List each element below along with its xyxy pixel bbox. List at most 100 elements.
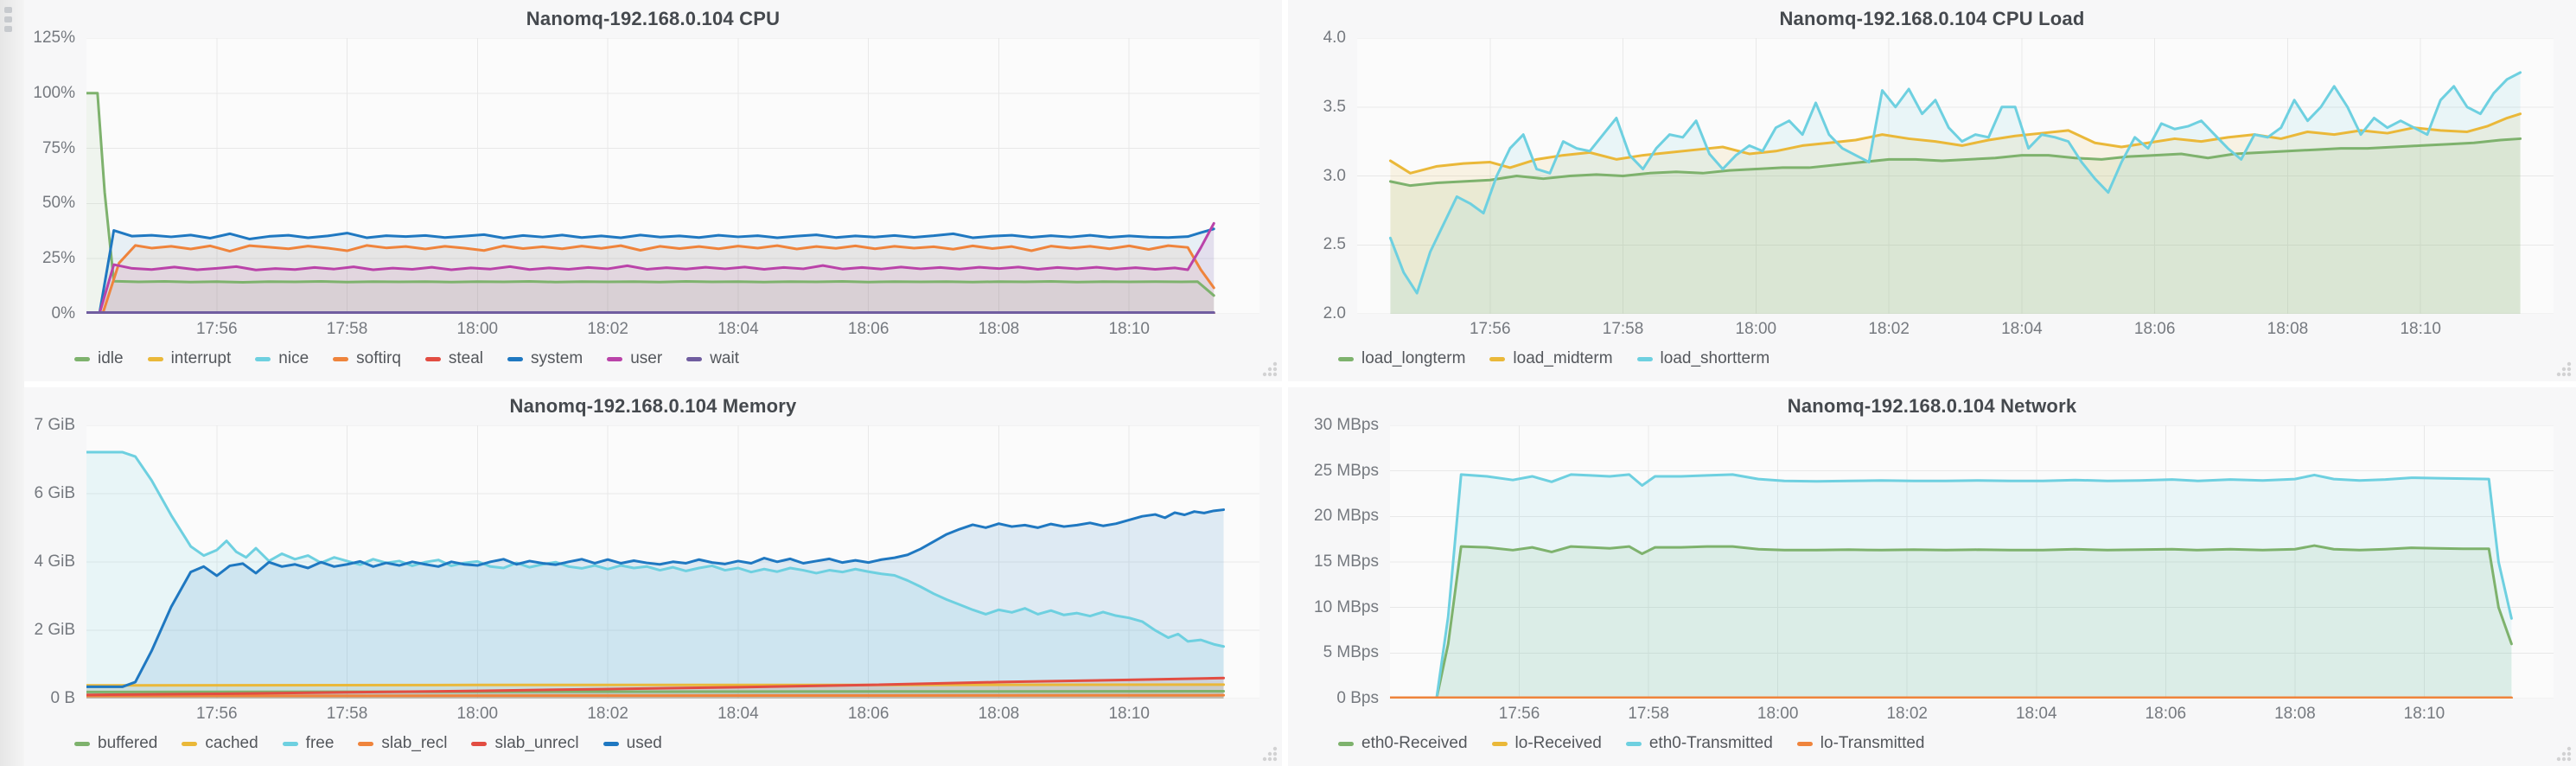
legend-item-slab_unrecl[interactable]: slab_unrecl xyxy=(471,734,579,753)
chart-legend: buffered cached free slab_recl slab_unrecl us… xyxy=(24,725,1282,763)
legend-item-cached[interactable]: cached xyxy=(182,734,258,753)
y-tick-label: 4.0 xyxy=(1323,29,1346,47)
panel-resize-handle-icon[interactable] xyxy=(1259,359,1280,380)
legend-item-user[interactable]: user xyxy=(607,349,662,368)
legend-label: steal xyxy=(448,349,484,367)
legend-swatch-icon xyxy=(1625,741,1642,746)
legend-item-slab_recl[interactable]: slab_recl xyxy=(358,734,447,753)
legend-swatch-icon xyxy=(182,741,198,746)
panel-resize-handle-icon[interactable] xyxy=(1259,744,1280,764)
chart-plot-area[interactable] xyxy=(86,38,1259,314)
legend-item-steal[interactable]: steal xyxy=(424,349,484,368)
legend-item-lo-Transmitted[interactable]: lo-Transmitted xyxy=(1796,734,1925,753)
x-tick-label: 18:04 xyxy=(2001,320,2043,338)
legend-item-load_longterm[interactable]: load_longterm xyxy=(1338,349,1465,368)
legend-item-load_midterm[interactable]: load_midterm xyxy=(1489,349,1613,368)
legend-swatch-icon xyxy=(1491,741,1508,746)
legend-label: lo-Received xyxy=(1514,734,1602,752)
panel-resize-handle-icon[interactable] xyxy=(2554,359,2574,380)
y-tick-label: 15 MBps xyxy=(1314,552,1379,571)
legend-label: wait xyxy=(710,349,739,367)
y-tick-label: 2.5 xyxy=(1323,235,1346,254)
legend-item-buffered[interactable]: buffered xyxy=(74,734,157,753)
legend-swatch-icon xyxy=(255,356,271,361)
chart-plot-area[interactable] xyxy=(86,425,1259,699)
x-tick-label: 18:10 xyxy=(2403,705,2445,723)
legend-label: used xyxy=(626,734,662,752)
legend-label: eth0-Received xyxy=(1361,734,1468,752)
x-tick-label: 18:04 xyxy=(2015,705,2057,723)
y-tick-label: 0% xyxy=(51,304,75,322)
x-tick-label: 18:06 xyxy=(2133,320,2176,338)
y-tick-label: 2.0 xyxy=(1323,304,1346,322)
x-tick-label: 17:58 xyxy=(326,320,368,338)
legend-item-idle[interactable]: idle xyxy=(74,349,124,368)
legend-label: lo-Transmitted xyxy=(1820,734,1925,752)
legend-swatch-icon xyxy=(1338,741,1354,746)
y-axis-labels: 0 Bps 5 MBps 10 MBps 15 MBps 20 MBps 25 MBps 3… xyxy=(1288,416,1390,707)
legend-item-softirq[interactable]: softirq xyxy=(333,349,401,368)
legend-swatch-icon xyxy=(74,356,90,361)
x-tick-label: 17:56 xyxy=(195,320,238,338)
panel-cpu-load: Nanomq-192.168.0.104 CPU Load 2.0 2.5 3.0 3… xyxy=(1288,0,2576,381)
legend-swatch-icon xyxy=(74,741,90,746)
legend-item-lo-Received[interactable]: lo-Received xyxy=(1491,734,1602,753)
legend-swatch-icon xyxy=(471,741,488,746)
legend-item-load_shortterm[interactable]: load_shortterm xyxy=(1636,349,1769,368)
legend-swatch-icon xyxy=(358,741,374,746)
panel-title[interactable]: Nanomq-192.168.0.104 Memory xyxy=(509,395,797,417)
y-tick-label: 5 MBps xyxy=(1323,643,1379,662)
legend-swatch-icon xyxy=(1636,356,1653,361)
x-axis-labels: 17:56 17:58 18:00 18:02 18:04 18:06 18:08 18:10 xyxy=(86,699,1259,725)
x-axis-labels: 17:56 17:58 18:00 18:02 18:04 18:06 18:08 18:10 xyxy=(86,314,1259,340)
y-tick-label: 0 B xyxy=(50,689,75,707)
legend-swatch-icon xyxy=(607,356,623,361)
legend-label: load_longterm xyxy=(1361,349,1466,367)
chart-legend: load_longterm load_midterm load_shortterm xyxy=(1288,340,2576,378)
legend-item-interrupt[interactable]: interrupt xyxy=(147,349,231,368)
x-tick-label: 17:56 xyxy=(1498,705,1540,723)
legend-label: system xyxy=(531,349,583,367)
x-tick-label: 18:08 xyxy=(2267,320,2309,338)
chart-legend: idle interrupt nice softirq steal system user w… xyxy=(24,340,1282,378)
x-tick-label: 17:56 xyxy=(195,705,238,723)
chart-plot-area[interactable] xyxy=(1357,38,2554,314)
chart-canvas xyxy=(86,425,1259,699)
y-tick-label: 7 GiB xyxy=(34,416,75,434)
legend-item-eth0-Received[interactable]: eth0-Received xyxy=(1338,734,1468,753)
x-axis-labels: 17:56 17:58 18:00 18:02 18:04 18:06 18:08 18:10 xyxy=(1357,314,2554,340)
dashboard-left-rail xyxy=(0,0,24,766)
legend-swatch-icon xyxy=(282,741,298,746)
legend-label: buffered xyxy=(98,734,158,752)
legend-swatch-icon xyxy=(507,356,524,361)
chart-plot-area[interactable] xyxy=(1390,425,2554,699)
legend-item-eth0-Transmitted[interactable]: eth0-Transmitted xyxy=(1625,734,1773,753)
chart-canvas xyxy=(86,38,1259,314)
panel-title[interactable]: Nanomq-192.168.0.104 CPU xyxy=(526,8,781,29)
legend-item-wait[interactable]: wait xyxy=(686,349,739,368)
legend-label: softirq xyxy=(356,349,401,367)
legend-item-used[interactable]: used xyxy=(603,734,662,753)
x-tick-label: 18:10 xyxy=(2400,320,2441,338)
panel-title[interactable]: Nanomq-192.168.0.104 Network xyxy=(1787,395,2077,417)
chart-canvas xyxy=(1357,38,2554,314)
x-tick-label: 17:56 xyxy=(1469,320,1511,338)
panel-title[interactable]: Nanomq-192.168.0.104 CPU Load xyxy=(1779,8,2085,29)
y-tick-label: 6 GiB xyxy=(34,483,75,502)
y-tick-label: 75% xyxy=(41,138,75,157)
panel-cpu: Nanomq-192.168.0.104 CPU 0% 25% 50% 75% 100%… xyxy=(24,0,1282,381)
y-tick-label: 10 MBps xyxy=(1314,597,1379,616)
x-tick-label: 18:04 xyxy=(717,320,759,338)
legend-swatch-icon xyxy=(686,356,703,361)
legend-label: slab_recl xyxy=(381,734,448,752)
x-tick-label: 18:02 xyxy=(1886,705,1928,723)
legend-label: user xyxy=(630,349,663,367)
y-tick-label: 0 Bps xyxy=(1336,689,1379,707)
y-tick-label: 50% xyxy=(41,194,75,213)
legend-item-system[interactable]: system xyxy=(507,349,583,368)
legend-item-nice[interactable]: nice xyxy=(255,349,309,368)
panel-drag-handle-icon[interactable] xyxy=(4,7,12,32)
legend-item-free[interactable]: free xyxy=(282,734,334,753)
y-tick-label: 2 GiB xyxy=(34,621,75,640)
panel-resize-handle-icon[interactable] xyxy=(2554,744,2574,764)
